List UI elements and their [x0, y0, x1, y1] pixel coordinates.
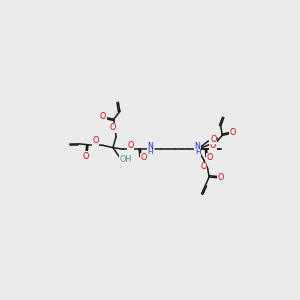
- Text: O: O: [110, 123, 116, 132]
- Text: O: O: [100, 112, 106, 121]
- Text: O: O: [141, 153, 147, 162]
- Text: H: H: [195, 149, 200, 155]
- Text: O: O: [229, 128, 236, 137]
- Text: N: N: [147, 142, 153, 151]
- Text: O: O: [211, 135, 217, 144]
- Text: N: N: [195, 142, 201, 151]
- Text: O: O: [210, 141, 216, 150]
- Text: O: O: [128, 141, 134, 150]
- Text: O: O: [207, 153, 213, 162]
- Text: O: O: [92, 136, 98, 145]
- Text: OH: OH: [119, 155, 131, 164]
- Text: O: O: [218, 173, 224, 182]
- Text: O: O: [82, 152, 88, 160]
- Text: O: O: [201, 162, 207, 171]
- Text: H: H: [147, 149, 153, 155]
